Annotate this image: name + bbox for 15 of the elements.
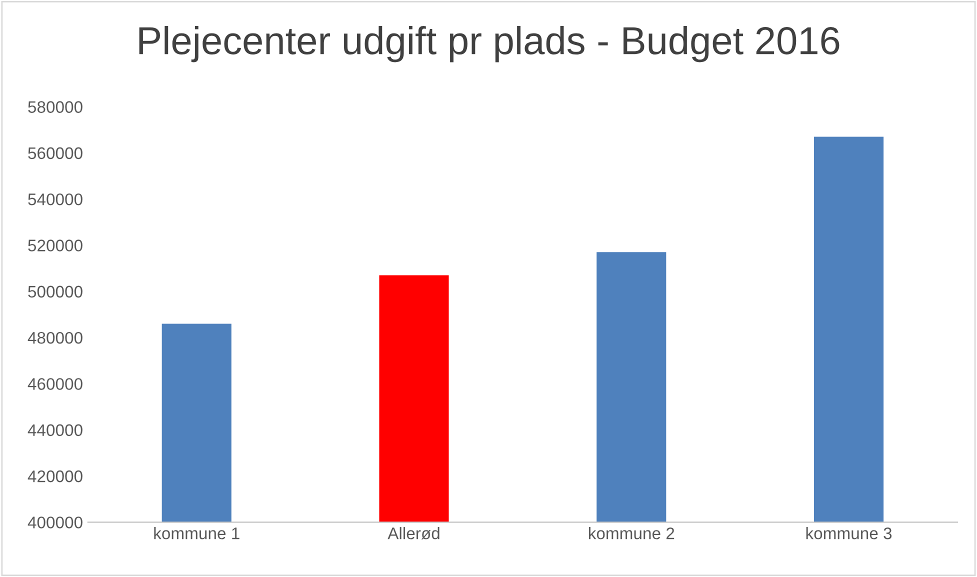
y-tick-label: 480000 <box>28 332 82 344</box>
x-tick-label: kommune 2 <box>588 527 674 540</box>
y-tick-label: 500000 <box>28 286 82 298</box>
x-tick-label: kommune 1 <box>154 527 240 540</box>
y-tick-label: 520000 <box>28 240 82 252</box>
y-tick-label: 560000 <box>28 147 82 160</box>
y-tick-label: 420000 <box>28 470 82 482</box>
y-tick-label: 460000 <box>28 378 82 390</box>
x-tick-label: Allerød <box>388 527 440 540</box>
chart-title: Plejecenter udgift pr plads - Budget 2016 <box>139 26 840 62</box>
y-tick-label: 440000 <box>28 424 82 436</box>
y-tick-label: 400000 <box>28 516 82 528</box>
y-tick-label: 540000 <box>28 193 82 206</box>
x-tick-label: kommune 3 <box>806 527 892 540</box>
y-tick-label: 580000 <box>28 101 82 113</box>
